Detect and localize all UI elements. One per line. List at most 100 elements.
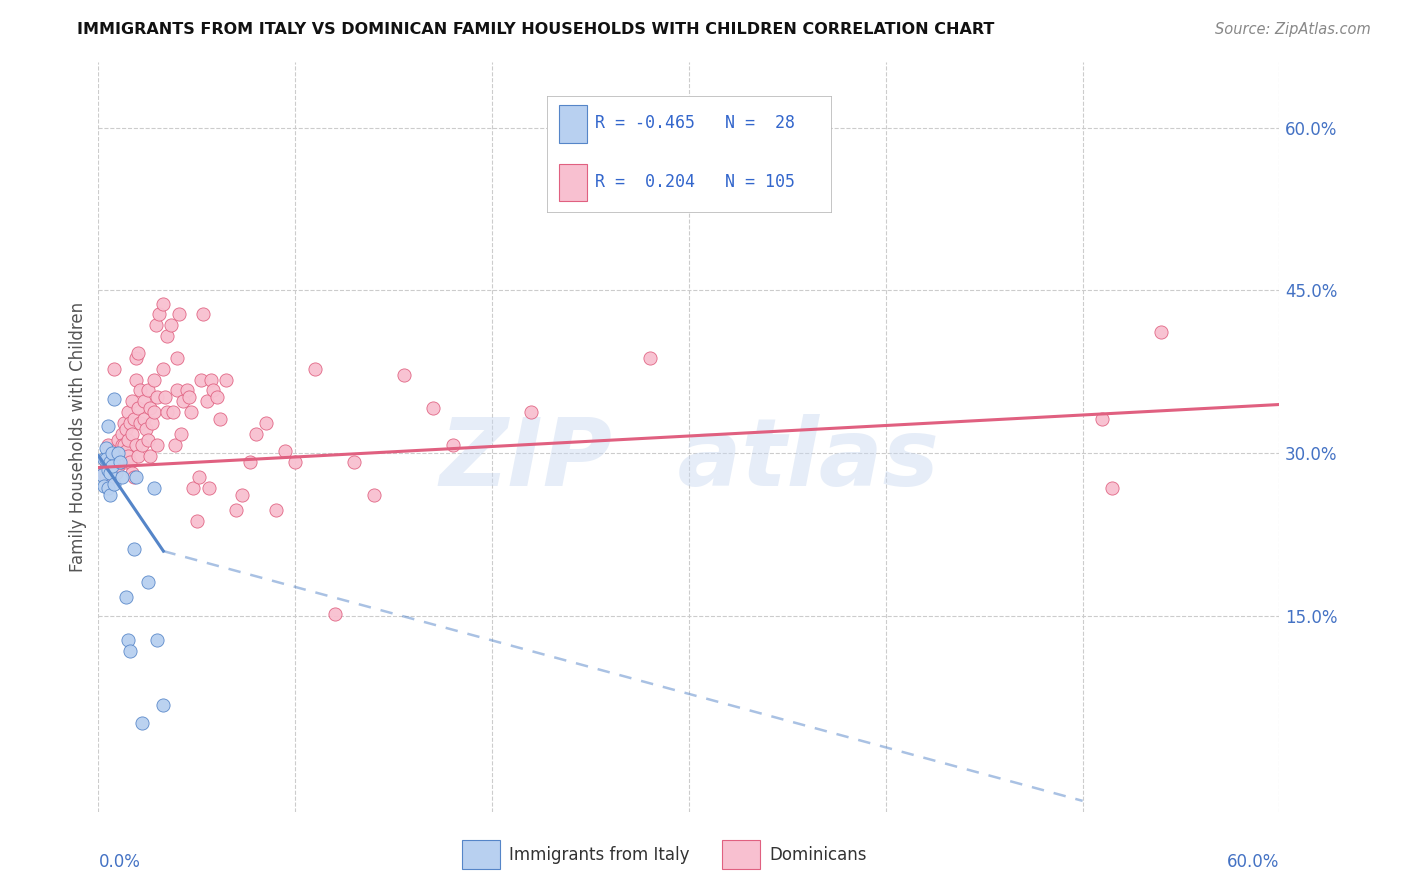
Point — [363, 488, 385, 502]
Point — [131, 715, 153, 730]
Point — [231, 488, 253, 502]
Point — [136, 384, 159, 398]
Point — [128, 384, 150, 398]
Point — [141, 416, 163, 430]
Point — [96, 441, 118, 455]
Point — [197, 481, 219, 495]
Point — [274, 444, 297, 458]
Point — [638, 351, 661, 365]
Point — [254, 416, 277, 430]
Y-axis label: Family Households with Children: Family Households with Children — [69, 302, 87, 572]
Point — [187, 470, 209, 484]
Point — [97, 419, 120, 434]
Point — [98, 488, 121, 502]
Point — [91, 468, 114, 483]
Point — [142, 481, 165, 495]
Point — [392, 368, 415, 383]
Point — [142, 405, 165, 419]
Point — [209, 411, 232, 425]
Point — [186, 514, 208, 528]
Point — [93, 466, 115, 480]
Point — [118, 416, 141, 430]
Point — [128, 416, 150, 430]
Point — [107, 459, 129, 474]
Point — [1150, 325, 1173, 339]
Point — [103, 444, 125, 458]
Point — [195, 394, 218, 409]
Point — [97, 438, 120, 452]
Point — [112, 438, 135, 452]
Point — [98, 466, 121, 480]
Point — [156, 405, 179, 419]
Point — [166, 351, 188, 365]
Point — [117, 405, 139, 419]
Point — [136, 574, 159, 589]
Point — [166, 384, 188, 398]
Point — [122, 411, 145, 425]
Point — [796, 101, 818, 115]
Point — [108, 455, 131, 469]
Point — [160, 318, 183, 333]
Point — [108, 455, 131, 469]
Point — [155, 390, 177, 404]
Point — [191, 307, 214, 321]
Point — [115, 422, 138, 436]
Point — [103, 361, 125, 376]
Point — [132, 411, 155, 425]
Point — [112, 416, 135, 430]
Point — [107, 449, 129, 463]
Point — [264, 503, 287, 517]
Point — [122, 470, 145, 484]
Point — [152, 296, 174, 310]
Point — [225, 503, 247, 517]
Text: 60.0%: 60.0% — [1227, 853, 1279, 871]
Point — [112, 449, 135, 463]
Point — [167, 307, 190, 321]
Point — [304, 361, 326, 376]
Point — [176, 384, 198, 398]
Point — [111, 426, 134, 441]
Point — [93, 451, 115, 466]
Point — [107, 434, 129, 448]
Point — [146, 390, 169, 404]
Point — [148, 307, 170, 321]
Point — [121, 426, 143, 441]
Text: IMMIGRANTS FROM ITALY VS DOMINICAN FAMILY HOUSEHOLDS WITH CHILDREN CORRELATION C: IMMIGRANTS FROM ITALY VS DOMINICAN FAMIL… — [77, 22, 994, 37]
Point — [105, 466, 128, 480]
Point — [118, 644, 141, 658]
Point — [125, 438, 148, 452]
Point — [132, 394, 155, 409]
Point — [131, 438, 153, 452]
Text: ZIP  atlas: ZIP atlas — [439, 414, 939, 506]
Point — [323, 607, 346, 621]
Point — [111, 438, 134, 452]
Point — [284, 455, 307, 469]
Point — [145, 318, 167, 333]
Point — [122, 541, 145, 556]
Point — [96, 451, 118, 466]
Point — [215, 372, 238, 386]
Point — [520, 405, 543, 419]
Point — [108, 444, 131, 458]
Point — [205, 390, 228, 404]
Point — [117, 633, 139, 648]
Point — [138, 449, 160, 463]
Point — [117, 434, 139, 448]
Point — [245, 426, 267, 441]
Point — [111, 455, 134, 469]
Point — [162, 405, 184, 419]
Point — [98, 455, 121, 469]
Point — [181, 481, 204, 495]
Point — [1101, 481, 1123, 495]
Point — [127, 401, 149, 415]
Point — [146, 633, 169, 648]
Point — [115, 455, 138, 469]
Point — [136, 434, 159, 448]
Point — [201, 384, 224, 398]
Point — [105, 455, 128, 469]
Point — [121, 466, 143, 480]
Point — [127, 449, 149, 463]
Point — [97, 481, 120, 495]
Point — [98, 459, 121, 474]
Point — [115, 590, 138, 604]
